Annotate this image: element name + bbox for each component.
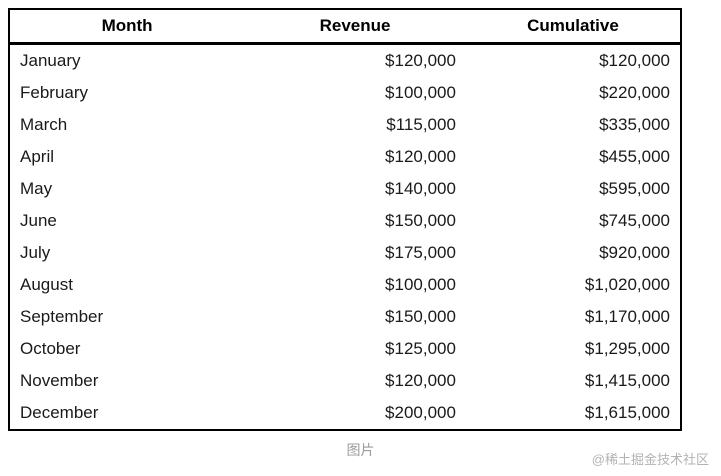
revenue-cell: $115,000 bbox=[386, 115, 456, 134]
column-header-month: Month bbox=[9, 9, 245, 45]
table-row: August $100,000 $1,020,000 bbox=[9, 269, 681, 301]
month-cell: June bbox=[20, 211, 57, 230]
revenue-cell: $125,000 bbox=[385, 339, 456, 358]
table-row: November $120,000 $1,415,000 bbox=[9, 365, 681, 397]
table-row: September $150,000 $1,170,000 bbox=[9, 301, 681, 333]
revenue-cell: $100,000 bbox=[385, 275, 456, 294]
cumulative-cell: $220,000 bbox=[599, 83, 670, 102]
month-cell: October bbox=[20, 339, 81, 358]
cumulative-cell: $455,000 bbox=[599, 147, 670, 166]
table-body: January $120,000 $120,000 February $100,000 $… bbox=[9, 44, 681, 431]
revenue-cell: $175,000 bbox=[385, 243, 456, 262]
month-cell: November bbox=[20, 371, 99, 390]
table-header: Month Revenue Cumulative bbox=[9, 9, 681, 45]
table-row: February $100,000 $220,000 bbox=[9, 77, 681, 109]
table-row: June $150,000 $745,000 bbox=[9, 205, 681, 237]
month-cell: December bbox=[20, 403, 99, 422]
column-header-cumulative: Cumulative bbox=[465, 9, 681, 45]
watermark-text: @稀土掘金技术社区 bbox=[591, 452, 709, 467]
month-cell: September bbox=[20, 307, 104, 326]
cumulative-cell: $335,000 bbox=[599, 115, 670, 134]
revenue-cell: $120,000 bbox=[385, 371, 456, 390]
table-row: April $120,000 $455,000 bbox=[9, 141, 681, 173]
revenue-cell: $140,000 bbox=[385, 179, 456, 198]
image-caption: 图片 bbox=[346, 442, 375, 458]
cumulative-cell: $1,415,000 bbox=[584, 371, 670, 390]
cumulative-cell: $920,000 bbox=[599, 243, 670, 262]
month-cell: July bbox=[20, 243, 51, 262]
revenue-cell: $120,000 bbox=[385, 147, 456, 166]
cumulative-cell: $120,000 bbox=[599, 51, 670, 70]
month-cell: March bbox=[20, 115, 68, 134]
revenue-cell: $150,000 bbox=[385, 307, 456, 326]
cumulative-cell: $595,000 bbox=[599, 179, 670, 198]
cumulative-cell: $1,295,000 bbox=[584, 339, 670, 358]
table-row: January $120,000 $120,000 bbox=[9, 44, 681, 78]
cumulative-cell: $1,020,000 bbox=[584, 275, 670, 294]
table-row: May $140,000 $595,000 bbox=[9, 173, 681, 205]
header-row: Month Revenue Cumulative bbox=[9, 9, 681, 45]
cumulative-cell: $1,615,000 bbox=[584, 403, 670, 422]
table-row: December $200,000 $1,615,000 bbox=[9, 397, 681, 430]
table-row: October $125,000 $1,295,000 bbox=[9, 333, 681, 365]
cumulative-cell: $1,170,000 bbox=[584, 307, 670, 326]
table-row: March $115,000 $335,000 bbox=[9, 109, 681, 141]
revenue-cell: $100,000 bbox=[385, 83, 456, 102]
revenue-cell: $200,000 bbox=[385, 403, 456, 422]
revenue-table: Month Revenue Cumulative January $120,000… bbox=[8, 8, 682, 431]
revenue-cell: $120,000 bbox=[385, 51, 456, 70]
revenue-cell: $150,000 bbox=[385, 211, 456, 230]
cumulative-cell: $745,000 bbox=[599, 211, 670, 230]
month-cell: January bbox=[20, 51, 81, 70]
month-cell: April bbox=[20, 147, 55, 166]
table-row: July $175,000 $920,000 bbox=[9, 237, 681, 269]
month-cell: February bbox=[20, 83, 89, 102]
month-cell: May bbox=[20, 179, 53, 198]
month-cell: August bbox=[20, 275, 73, 294]
column-header-revenue: Revenue bbox=[244, 9, 466, 45]
